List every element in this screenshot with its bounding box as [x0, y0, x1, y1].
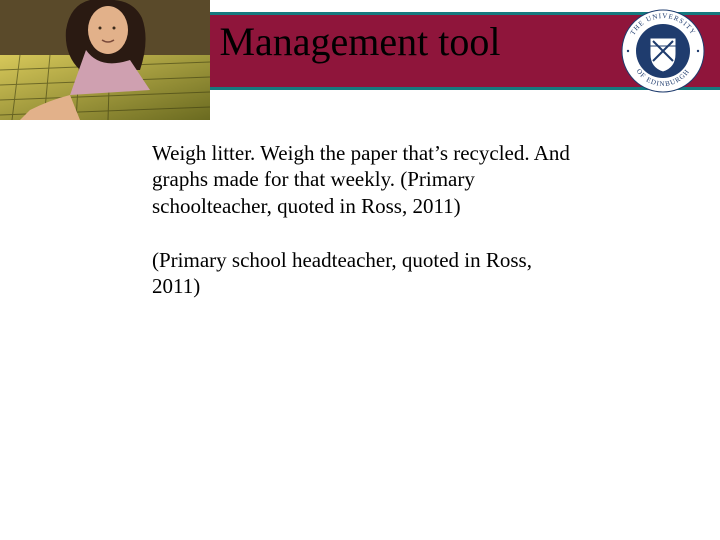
slide: THE UNIVERSITY OF EDINBURGH Management t…	[0, 0, 720, 540]
body-paragraph: (Primary school headteacher, quoted in R…	[152, 247, 582, 300]
slide-body: Weigh litter. Weigh the paper that’s rec…	[152, 140, 582, 327]
body-paragraph: Weigh litter. Weigh the paper that’s rec…	[152, 140, 582, 219]
slide-title: Management tool	[0, 18, 720, 65]
